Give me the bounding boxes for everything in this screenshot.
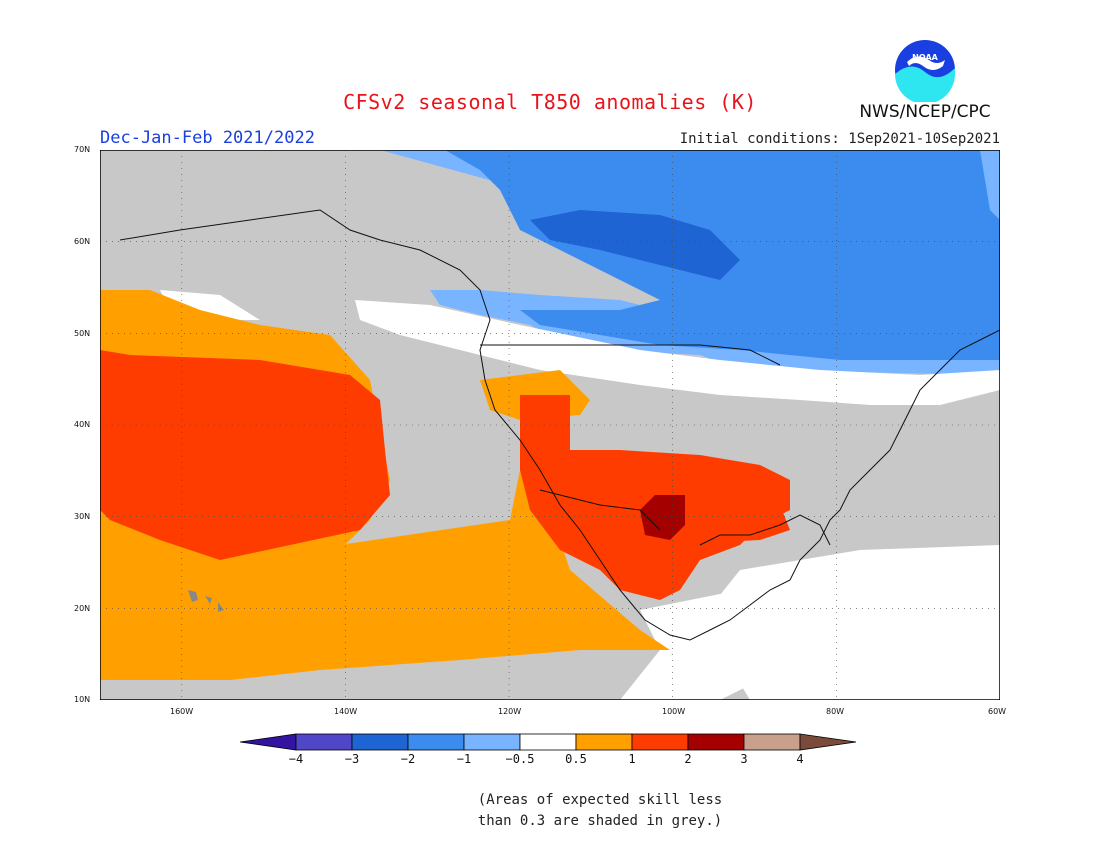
lon-label-80w: 80W bbox=[826, 707, 845, 716]
logo-text: NOAA bbox=[912, 53, 938, 62]
colorbar-bin bbox=[463, 733, 521, 751]
colorbar-tick-label: −4 bbox=[288, 752, 304, 766]
anomaly-dark-blue-core bbox=[530, 210, 740, 280]
colorbar-bin bbox=[295, 733, 353, 751]
coastline-gulf bbox=[699, 514, 831, 546]
colorbar-tick-label: −0.5 bbox=[505, 752, 535, 766]
anomaly-red-gulf-coast bbox=[700, 505, 790, 542]
colorbar-bin bbox=[351, 733, 409, 751]
initial-conditions-label: Initial conditions: 1Sep2021-10Sep2021 bbox=[679, 131, 1000, 147]
colorbar-bin bbox=[743, 733, 801, 751]
lon-label-120w: 120W bbox=[498, 707, 522, 716]
lon-label-140w: 140W bbox=[334, 707, 358, 716]
colorbar-tick-label: −3 bbox=[344, 752, 360, 766]
lat-label-70n: 70N bbox=[74, 145, 91, 154]
colorbar-bin-right-arrow bbox=[799, 733, 857, 751]
colorbar-tick-label: 1 bbox=[628, 752, 636, 766]
neutral-gulf-south bbox=[620, 590, 800, 700]
anomaly-map bbox=[100, 150, 1000, 700]
colorbar-tick-label: 4 bbox=[796, 752, 804, 766]
colorbar-bin bbox=[687, 733, 745, 751]
lat-label-30n: 30N bbox=[74, 512, 91, 521]
lon-label-60w: 60W bbox=[988, 707, 1007, 716]
graticule bbox=[100, 150, 1000, 700]
hawaii-islands bbox=[188, 590, 224, 612]
noaa-logo: NOAA bbox=[895, 40, 955, 102]
colorbar-bin bbox=[575, 733, 633, 751]
coastline-north-america bbox=[119, 209, 1000, 641]
colorbar bbox=[240, 733, 857, 751]
lat-label-20n: 20N bbox=[74, 604, 91, 613]
anomaly-dark-red-texas bbox=[640, 495, 685, 540]
neutral-band-north bbox=[355, 300, 1000, 405]
colorbar-tick-label: 3 bbox=[740, 752, 748, 766]
anomaly-red-pacific bbox=[100, 350, 390, 560]
colorbar-bin bbox=[519, 733, 577, 751]
lat-label-10n: 10N bbox=[74, 695, 91, 704]
colorbar-bin bbox=[631, 733, 689, 751]
chart-title: CFSv2 seasonal T850 anomalies (K) bbox=[343, 90, 757, 114]
colorbar-tick-label: −1 bbox=[456, 752, 472, 766]
lon-label-160w: 160W bbox=[170, 707, 194, 716]
lat-label-50n: 50N bbox=[74, 329, 91, 338]
colorbar-tick-label: 2 bbox=[684, 752, 692, 766]
border-us-canada bbox=[480, 344, 781, 366]
colorbar-bin-left-arrow bbox=[240, 733, 297, 751]
colorbar-tick-label: −2 bbox=[400, 752, 416, 766]
season-label: Dec-Jan-Feb 2021/2022 bbox=[100, 128, 315, 148]
lon-label-100w: 100W bbox=[662, 707, 686, 716]
lat-label-60n: 60N bbox=[74, 237, 91, 246]
skill-note-line-1: (Areas of expected skill less bbox=[477, 792, 723, 808]
colorbar-tick-label: 0.5 bbox=[565, 752, 587, 766]
colorbar-bin bbox=[407, 733, 465, 751]
lat-label-40n: 40N bbox=[74, 420, 91, 429]
skill-note: (Areas of expected skill less than 0.3 a… bbox=[470, 790, 730, 832]
skill-note-line-2: than 0.3 are shaded in grey.) bbox=[477, 813, 723, 829]
border-us-mexico bbox=[539, 489, 661, 531]
agency-label: NWS/NCEP/CPC bbox=[859, 102, 991, 122]
